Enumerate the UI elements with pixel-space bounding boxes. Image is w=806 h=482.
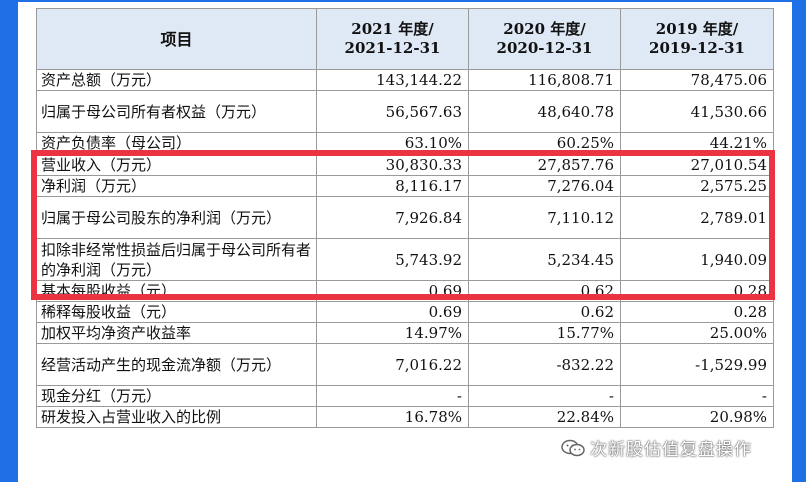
header-2020-line1: 2020 年度/ [503,20,586,38]
cell-2021: 16.78% [316,406,469,428]
cell-2021: 30,830.33 [316,153,469,176]
row-label: 加权平均净资产收益率 [36,322,317,344]
table-row: 基本每股收益（元） 0.69 0.62 0.28 [36,280,774,302]
header-2021-line1: 2021 年度/ [351,20,434,38]
table-row: 净利润（万元） 8,116.17 7,276.04 2,575.25 [36,175,774,197]
cell-2020: -832.22 [468,343,621,386]
table-row: 归属于母公司股东的净利润（万元） 7,926.84 7,110.12 2,789… [36,196,774,239]
header-2019-line1: 2019 年度/ [655,20,739,38]
cell-2019: 2,789.01 [620,196,774,239]
table-header-row: 项目 2021 年度/ 2021-12-31 2020 年度/ 2020-12-… [36,8,774,70]
cell-2019: 1,940.09 [620,238,774,281]
cell-2020: 7,276.04 [468,175,621,197]
cell-2021: 5,743.92 [316,238,469,281]
table-row: 现金分红（万元） - - - [36,385,774,407]
row-label: 扣除非经常性损益后归属于母公司所有者的净利润（万元） [36,238,317,281]
watermark: 次新股估值复盘操作 [560,435,752,460]
table-row: 加权平均净资产收益率 14.97% 15.77% 25.00% [36,322,774,344]
table-row: 稀释每股收益（元） 0.69 0.62 0.28 [36,301,774,323]
table-row: 营业收入（万元） 30,830.33 27,857.76 27,010.54 [36,153,774,176]
cell-2019: 27,010.54 [620,153,774,176]
cell-2019: 78,475.06 [620,69,774,91]
header-2021-line2: 2021-12-31 [344,39,441,57]
cell-2021: 0.69 [316,280,469,302]
cell-2020: 7,110.12 [468,196,621,239]
cell-2019: 0.28 [620,280,774,302]
row-label: 资产负债率（母公司） [36,132,317,154]
row-label: 净利润（万元） [36,175,317,197]
financial-table: 项目 2021 年度/ 2021-12-31 2020 年度/ 2020-12-… [36,8,774,428]
cell-2021: - [316,385,469,407]
cell-2019: 20.98% [620,406,774,428]
row-label: 归属于母公司所有者权益（万元） [36,90,317,133]
header-2019-line2: 2019-12-31 [649,39,745,57]
cell-2020: 27,857.76 [468,153,621,176]
row-label: 基本每股收益（元） [36,280,317,302]
cell-2020: 116,808.71 [468,69,621,91]
cell-2019: 25.00% [620,322,774,344]
header-2020-line2: 2020-12-31 [496,39,593,57]
cell-2021: 8,116.17 [316,175,469,197]
row-label: 营业收入（万元） [36,153,317,176]
cell-2021: 0.69 [316,301,469,323]
cell-2021: 63.10% [316,132,469,154]
cell-2021: 7,926.84 [316,196,469,239]
header-item: 项目 [36,8,317,70]
cell-2019: 0.28 [620,301,774,323]
row-label: 现金分红（万元） [36,385,317,407]
row-label: 稀释每股收益（元） [36,301,317,323]
table-row: 资产负债率（母公司） 63.10% 60.25% 44.21% [36,132,774,154]
cell-2019: 44.21% [620,132,774,154]
table-row: 经营活动产生的现金流净额（万元） 7,016.22 -832.22 -1,529… [36,343,774,386]
watermark-text: 次新股估值复盘操作 [590,440,752,460]
cell-2020: - [468,385,621,407]
table-row: 研发投入占营业收入的比例 16.78% 22.84% 20.98% [36,406,774,428]
cell-2021: 14.97% [316,322,469,344]
cell-2020: 22.84% [468,406,621,428]
table-row: 资产总额（万元） 143,144.22 116,808.71 78,475.06 [36,69,774,91]
table-row: 扣除非经常性损益后归属于母公司所有者的净利润（万元） 5,743.92 5,23… [36,238,774,281]
cell-2019: -1,529.99 [620,343,774,386]
cell-2019: 41,530.66 [620,90,774,133]
row-label: 研发投入占营业收入的比例 [36,406,317,428]
cell-2021: 143,144.22 [316,69,469,91]
cell-2021: 56,567.63 [316,90,469,133]
table-row: 归属于母公司所有者权益（万元） 56,567.63 48,640.78 41,5… [36,90,774,133]
cell-2019: 2,575.25 [620,175,774,197]
row-label: 资产总额（万元） [36,69,317,91]
cell-2020: 48,640.78 [468,90,621,133]
header-2020: 2020 年度/ 2020-12-31 [468,8,621,70]
wechat-icon [561,439,585,456]
cell-2020: 15.77% [468,322,621,344]
header-2021: 2021 年度/ 2021-12-31 [316,8,469,70]
row-label: 经营活动产生的现金流净额（万元） [36,343,317,386]
cell-2020: 5,234.45 [468,238,621,281]
cell-2019: - [620,385,774,407]
cell-2021: 7,016.22 [316,343,469,386]
cell-2020: 0.62 [468,280,621,302]
cell-2020: 60.25% [468,132,621,154]
cell-2020: 0.62 [468,301,621,323]
header-2019: 2019 年度/ 2019-12-31 [620,8,774,70]
row-label: 归属于母公司股东的净利润（万元） [36,196,317,239]
